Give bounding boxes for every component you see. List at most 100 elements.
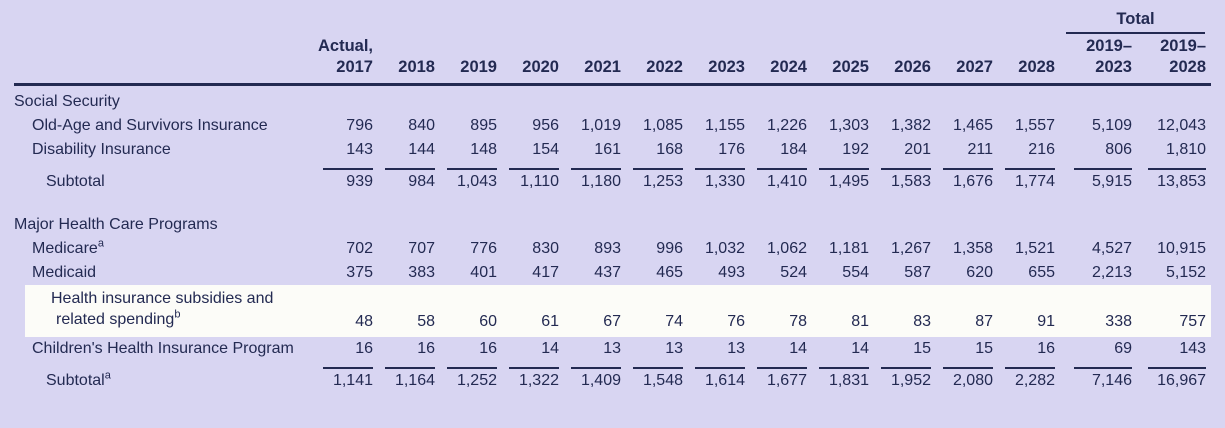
value-cell: 1,019 <box>580 117 621 135</box>
header-spacer <box>14 34 316 87</box>
year-column-header: 2028 <box>998 34 1060 87</box>
row-label: Medicaid <box>32 264 97 282</box>
value-cell: 4,527 <box>1091 240 1132 258</box>
value-cell: 1,583 <box>874 162 936 195</box>
value-cell: 465 <box>656 264 683 282</box>
value-cell: 1,181 <box>828 240 869 258</box>
value-cell: 76 <box>688 285 750 337</box>
budget-outlays-table-page: Total Actual, 2017 2018 2019 2020 2021 2022 202… <box>14 8 1212 394</box>
subtotal-value: 1,548 <box>633 366 683 390</box>
value-cell: 893 <box>594 240 621 258</box>
value-cell: 81 <box>812 285 874 337</box>
value-cell: 1,180 <box>564 162 626 195</box>
subtotal-value: 1,774 <box>1005 168 1055 191</box>
footnote-marker: b <box>174 308 181 321</box>
table-row: Medicarea 702 707 776 830 893 996 1,032 1,062 1,1… <box>14 237 1211 261</box>
spending-projections-table: Total Actual, 2017 2018 2019 2020 2021 2022 202… <box>14 8 1212 394</box>
value-cell: 216 <box>1028 141 1055 159</box>
value-cell: 401 <box>470 264 497 282</box>
value-cell: 1,267 <box>890 240 931 258</box>
value-cell: 840 <box>408 117 435 135</box>
value-cell: 1,548 <box>626 361 688 394</box>
value-cell: 702 <box>346 240 373 258</box>
subtotal-value: 13,853 <box>1148 168 1207 191</box>
row-label: Medicarea <box>32 237 104 258</box>
subtotal-value: 2,080 <box>943 366 993 390</box>
header-spacer <box>14 8 316 34</box>
subtotal-value: 1,110 <box>509 168 559 191</box>
value-cell: 13,853 <box>1137 162 1211 195</box>
subtotal-value: 1,583 <box>881 168 931 191</box>
value-cell: 14 <box>851 339 869 357</box>
table-row: Disability Insurance 143 144 148 154 161 168 17… <box>14 138 1211 162</box>
value-cell: 69 <box>1114 339 1132 357</box>
value-cell: 383 <box>408 264 435 282</box>
table-row: Medicaid 375 383 401 417 437 465 493 524 554 587 62… <box>14 261 1211 285</box>
row-label: Subtotala <box>46 369 111 389</box>
value-cell: 417 <box>532 264 559 282</box>
value-cell: 2,080 <box>936 361 998 394</box>
value-cell: 168 <box>656 141 683 159</box>
subtotal-value: 5,915 <box>1074 168 1132 191</box>
subtotal-value: 1,043 <box>447 168 497 191</box>
value-cell: 1,322 <box>502 361 564 394</box>
value-cell: 1,409 <box>564 361 626 394</box>
value-cell: 1,774 <box>998 162 1060 195</box>
subtotal-value: 1,614 <box>695 366 745 390</box>
value-cell: 1,410 <box>750 162 812 195</box>
year-column-header: 2024 <box>750 34 812 87</box>
value-cell: 16,967 <box>1137 361 1211 394</box>
value-cell: 1,677 <box>750 361 812 394</box>
section-title: Major Health Care Programs <box>14 216 218 234</box>
year-label: 2017 <box>336 58 373 77</box>
value-cell: 211 <box>967 141 993 159</box>
total-range-line2: 2023 <box>1095 58 1132 77</box>
value-cell: 7,146 <box>1060 361 1137 394</box>
value-cell: 655 <box>1028 264 1055 282</box>
value-cell: 806 <box>1105 141 1132 159</box>
value-cell: 83 <box>874 285 936 337</box>
value-cell: 1,253 <box>626 162 688 195</box>
value-cell: 13 <box>665 339 683 357</box>
value-cell: 587 <box>904 264 931 282</box>
value-cell: 192 <box>842 141 869 159</box>
subtotal-value: 1,831 <box>819 366 869 390</box>
table-row: Subtotala 1,141 1,164 1,252 1,322 1,409 1,548 1… <box>14 361 1211 394</box>
value-cell: 1,614 <box>688 361 750 394</box>
value-cell: 5,152 <box>1165 264 1207 282</box>
value-cell: 1,110 <box>502 162 564 195</box>
value-cell: 1,495 <box>812 162 874 195</box>
value-cell: 996 <box>656 240 683 258</box>
section-title-row: Major Health Care Programs <box>14 209 1211 237</box>
value-cell: 78 <box>750 285 812 337</box>
value-cell: 338 <box>1060 285 1137 337</box>
value-cell: 956 <box>532 117 559 135</box>
year-header-row: Actual, 2017 2018 2019 2020 2021 2022 2023 2024 2… <box>14 34 1212 87</box>
total-group-header: Total <box>1060 8 1211 34</box>
value-cell: 5,109 <box>1091 117 1132 135</box>
year-column-header: 2021 <box>564 34 626 87</box>
value-cell: 5,915 <box>1060 162 1137 195</box>
value-cell: 776 <box>470 240 497 258</box>
subtotal-value: 1,952 <box>881 366 931 390</box>
value-cell: 1,226 <box>766 117 807 135</box>
table-row: Health insurance subsidies and related sp… <box>14 285 1212 337</box>
value-cell: 15 <box>913 339 931 357</box>
total-column-header: 2019– 2023 <box>1060 34 1137 87</box>
row-label: Subtotal <box>46 173 105 191</box>
value-cell: 1,952 <box>874 361 936 394</box>
value-cell: 1,676 <box>936 162 998 195</box>
footnote-marker: a <box>104 369 111 382</box>
value-cell: 13 <box>603 339 621 357</box>
value-cell: 154 <box>532 141 559 159</box>
value-cell: 1,252 <box>440 361 502 394</box>
value-cell: 10,915 <box>1157 240 1207 258</box>
year-column-header: Actual, 2017 <box>316 34 378 87</box>
value-cell: 1,085 <box>642 117 683 135</box>
value-cell: 707 <box>408 240 435 258</box>
value-cell: 12,043 <box>1157 117 1207 135</box>
value-cell: 16 <box>417 339 435 357</box>
value-cell: 144 <box>408 141 435 159</box>
row-label-line1: Health insurance subsidies and <box>51 290 274 308</box>
value-cell: 91 <box>998 285 1060 337</box>
